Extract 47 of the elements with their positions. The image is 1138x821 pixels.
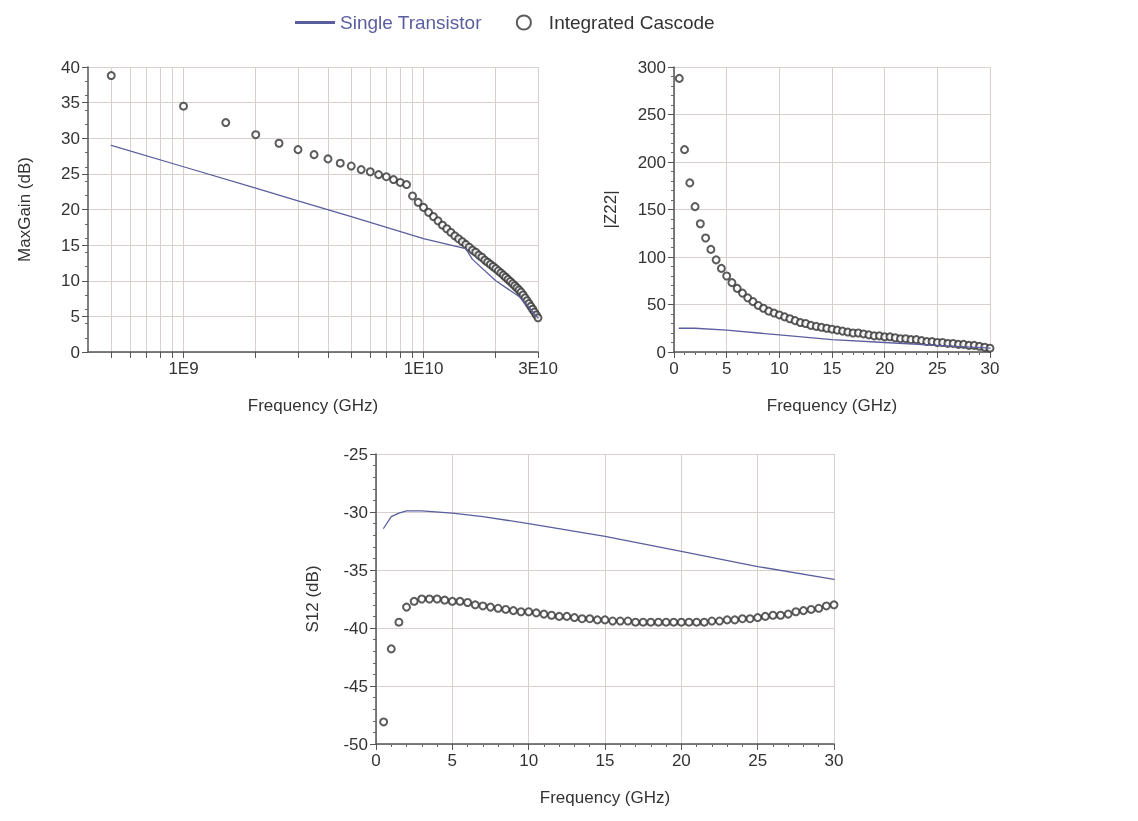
x-tick-label: 20 bbox=[671, 751, 691, 770]
y-tick-label: 30 bbox=[61, 128, 80, 148]
x-tick-label: 20 bbox=[875, 359, 895, 378]
y-tick-label: 250 bbox=[637, 105, 666, 124]
y-tick-label: 0 bbox=[656, 342, 666, 362]
y-tick-label: 40 bbox=[61, 57, 80, 77]
x-tick-label: 3E10 bbox=[518, 359, 558, 378]
y-tick-label: -50 bbox=[343, 734, 368, 754]
y-tick-label: 50 bbox=[647, 295, 666, 314]
x-tick-label: 30 bbox=[980, 359, 1000, 378]
y-tick-label: 300 bbox=[637, 57, 666, 77]
y-tick-label: 10 bbox=[61, 271, 80, 291]
x-tick-label: 25 bbox=[927, 359, 947, 378]
y-tick-label: 150 bbox=[637, 200, 666, 219]
x-tick-label: 30 bbox=[824, 751, 844, 770]
y-tick-label: 20 bbox=[61, 200, 80, 219]
x-tick-label: 10 bbox=[519, 751, 539, 770]
y-axis-title: MaxGain (dB) bbox=[15, 157, 34, 262]
x-tick-label: 5 bbox=[447, 751, 458, 770]
y-tick-label: 5 bbox=[70, 306, 80, 326]
y-tick-label: 100 bbox=[637, 247, 666, 267]
x-tick-label: 15 bbox=[595, 751, 615, 770]
x-tick-label: 0 bbox=[371, 751, 381, 770]
y-tick-label: -40 bbox=[343, 618, 368, 638]
x-tick-label: 10 bbox=[769, 359, 789, 378]
y-axis-title: |Z22| bbox=[601, 190, 620, 229]
y-tick-label: 0 bbox=[70, 342, 80, 362]
x-tick-label: 0 bbox=[669, 359, 679, 378]
y-tick-label: -45 bbox=[343, 676, 368, 696]
y-tick-label: -30 bbox=[343, 502, 368, 522]
y-tick-label: 35 bbox=[61, 93, 80, 113]
y-tick-label: -25 bbox=[343, 444, 368, 464]
y-tick-label: 200 bbox=[637, 152, 666, 172]
x-tick-label: 15 bbox=[822, 359, 842, 378]
x-axis-title: Frequency (GHz) bbox=[247, 396, 379, 415]
x-tick-label: 1E10 bbox=[403, 359, 444, 378]
x-axis-title: Frequency (GHz) bbox=[766, 396, 898, 415]
legend-label: Single Transistor bbox=[340, 12, 483, 33]
legend-label: Integrated Cascode bbox=[548, 12, 715, 33]
x-tick-label: 25 bbox=[748, 751, 768, 770]
y-tick-label: 15 bbox=[61, 235, 80, 255]
x-tick-label: 5 bbox=[721, 359, 732, 378]
y-tick-label: 25 bbox=[61, 164, 80, 184]
x-axis-title: Frequency (GHz) bbox=[539, 788, 671, 807]
y-axis-title: S12 (dB) bbox=[303, 565, 322, 633]
x-tick-label: 1E9 bbox=[168, 359, 199, 378]
y-tick-label: -35 bbox=[343, 560, 368, 580]
